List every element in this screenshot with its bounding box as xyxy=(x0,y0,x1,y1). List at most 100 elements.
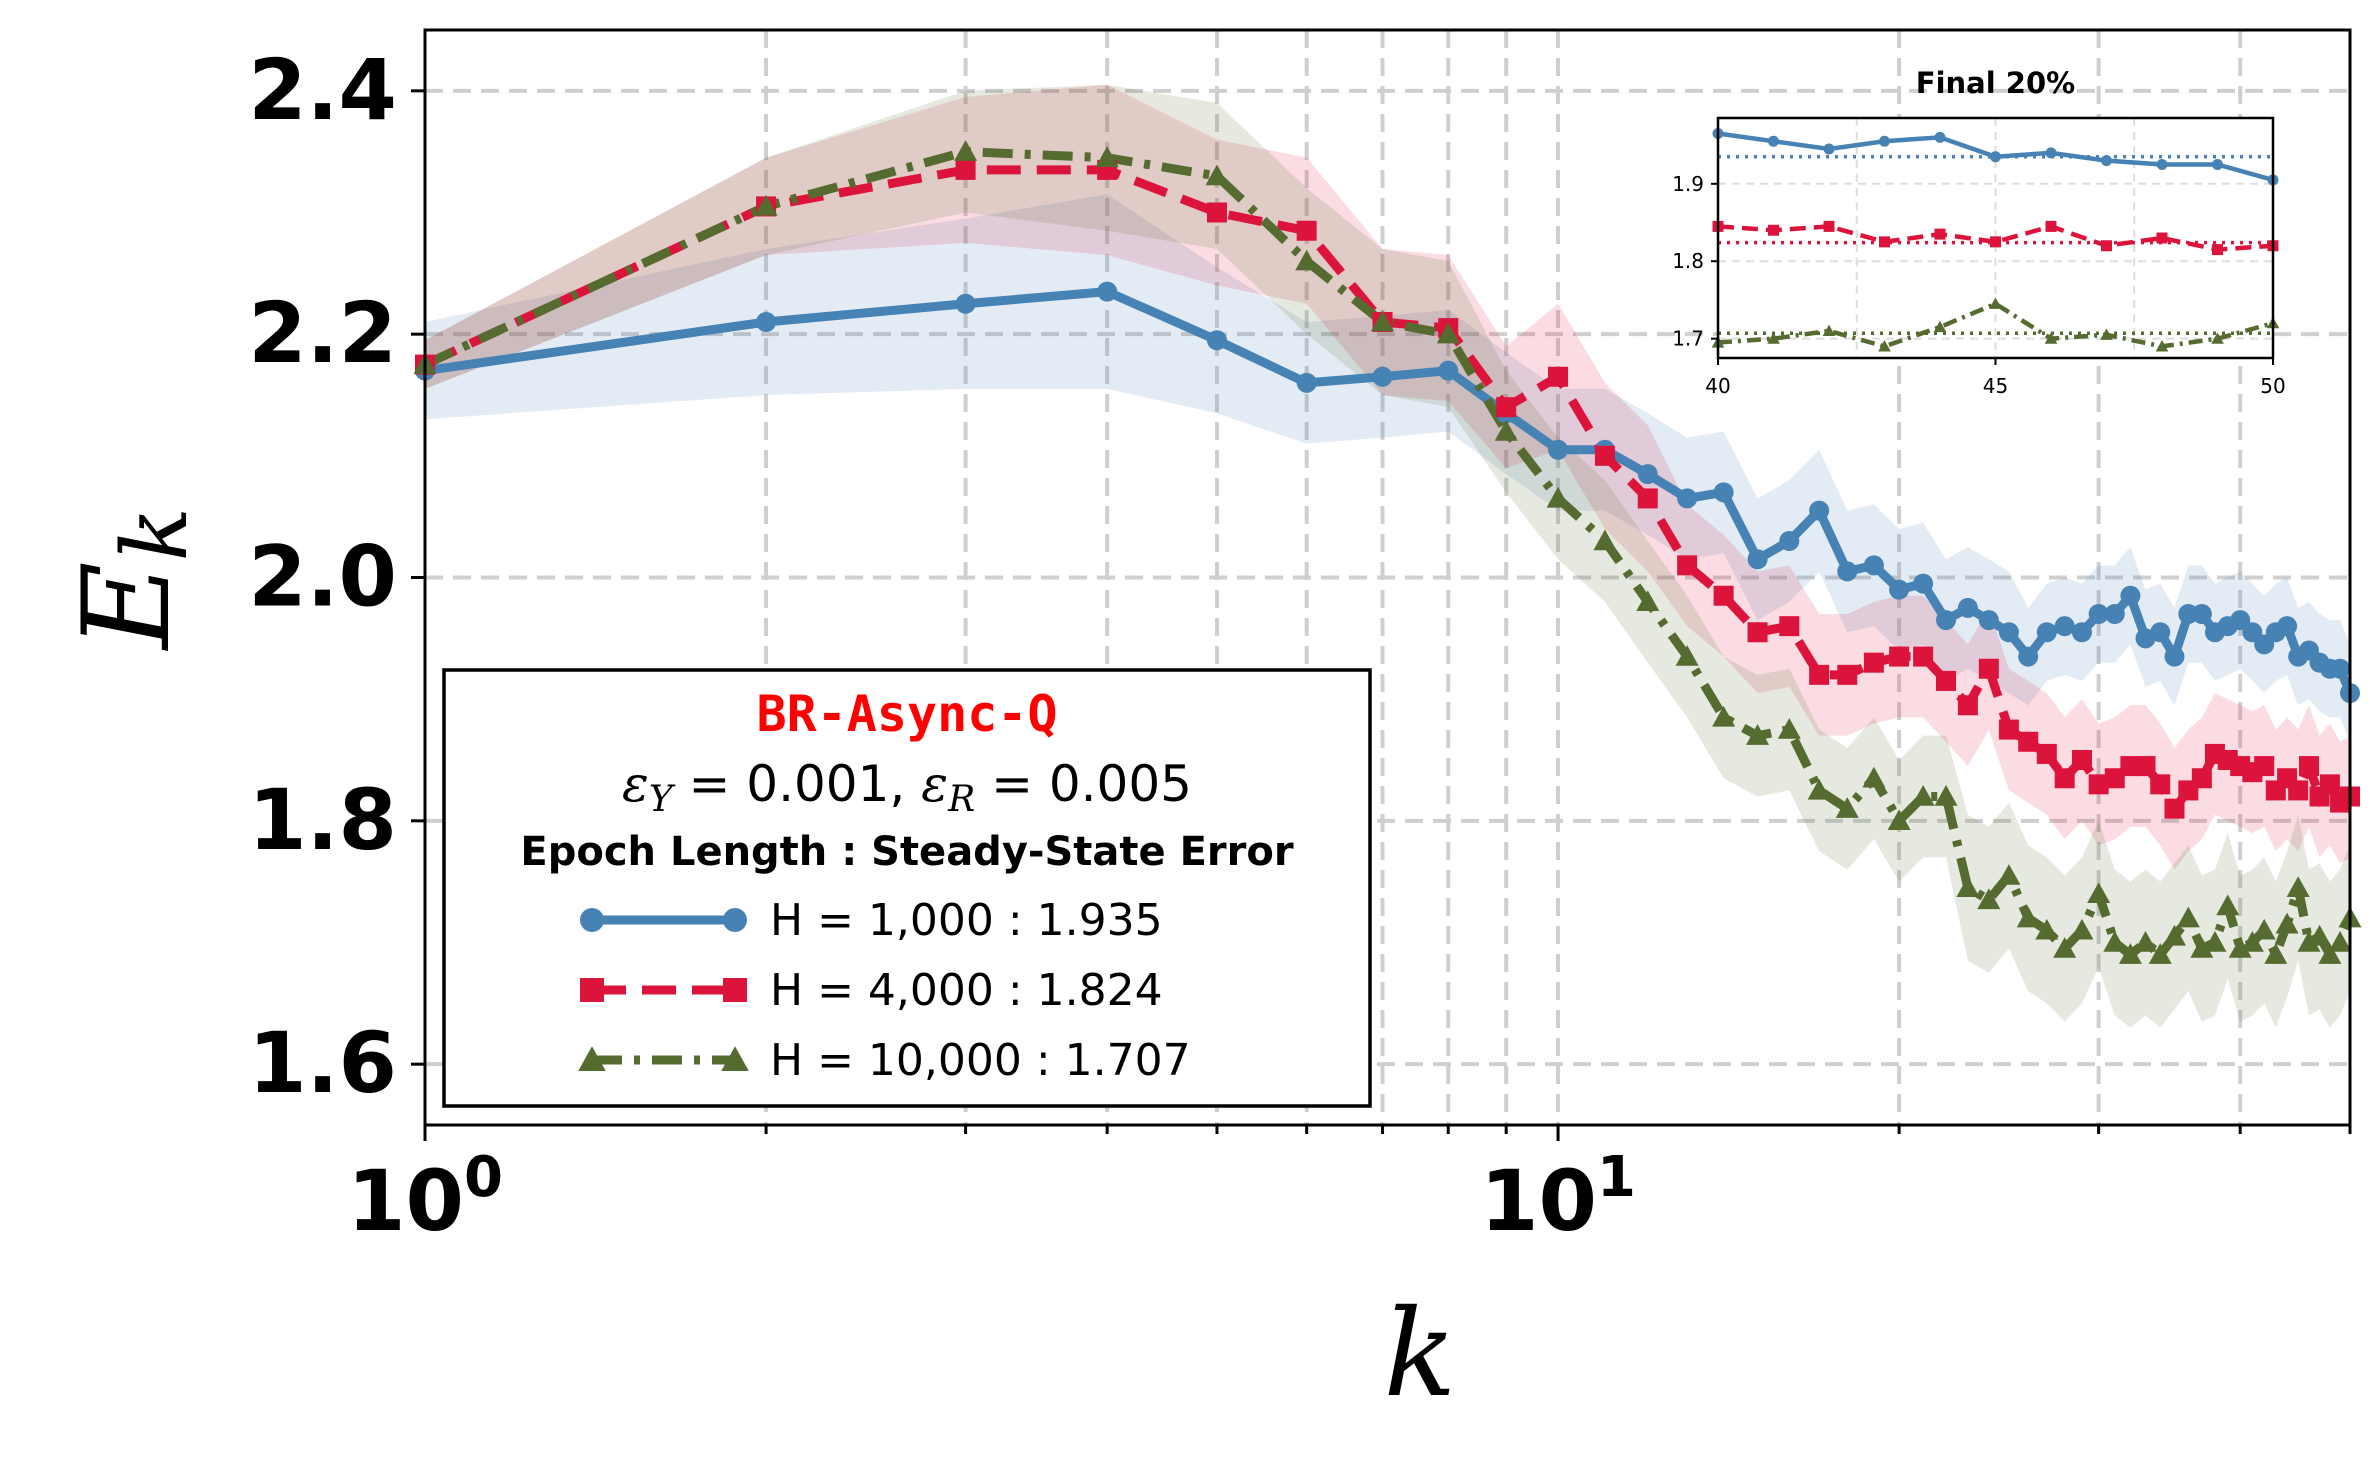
legend-marker-h1000 xyxy=(723,908,747,932)
inset-y-tick-label: 1.9 xyxy=(1672,172,1704,196)
data-point-h10000 xyxy=(2016,906,2040,928)
data-point-h4000 xyxy=(1889,646,1910,667)
data-point-h10000 xyxy=(2240,931,2264,952)
data-point-h4000 xyxy=(1936,670,1957,691)
data-point-h1000 xyxy=(1438,360,1459,381)
data-point-h4000 xyxy=(1809,664,1830,685)
inset-point-h10000 xyxy=(2155,340,2169,352)
data-point-h1000 xyxy=(756,312,777,332)
data-point-h10000 xyxy=(1205,164,1229,186)
legend-title: BR-Async-Q xyxy=(756,685,1057,743)
data-point-h4000 xyxy=(1747,622,1768,643)
data-point-h4000 xyxy=(1978,658,1999,679)
data-point-h4000 xyxy=(1837,664,1858,685)
inset-point-h10000 xyxy=(1878,340,1891,352)
inset-point-h4000 xyxy=(2212,244,2223,256)
inset-title: Final 20% xyxy=(1916,66,2075,100)
data-point-h10000 xyxy=(1546,486,1570,508)
data-point-h4000 xyxy=(1957,695,1978,716)
axis-ticks: 1.6 1.8 2.0 2.2 2.4 100 101 xyxy=(248,41,2352,1250)
data-point-h10000 xyxy=(1593,529,1617,551)
legend-box xyxy=(442,668,1372,1108)
data-point-h10000 xyxy=(2328,931,2352,952)
data-point-h1000 xyxy=(1913,573,1934,594)
inset-point-h1000 xyxy=(1768,135,1779,147)
data-point-h4000 xyxy=(2298,756,2319,777)
y-tick-label: 1.6 xyxy=(248,1014,397,1112)
data-point-h4000 xyxy=(2088,774,2109,795)
data-point-h10000 xyxy=(2176,906,2200,928)
data-point-h4000 xyxy=(1296,220,1317,241)
data-point-h1000 xyxy=(1889,579,1910,600)
data-point-h4000 xyxy=(2150,774,2171,795)
inset-point-h10000 xyxy=(1933,320,1947,333)
inset-line-h10000 xyxy=(1717,301,2274,349)
data-point-h10000 xyxy=(2203,931,2227,952)
inset-y-tick-label: 1.7 xyxy=(1672,327,1704,351)
data-point-h4000 xyxy=(2319,774,2340,795)
data-point-h10000 xyxy=(1977,888,2001,910)
inset-point-h1000 xyxy=(2101,155,2112,167)
legend-marker-h4000 xyxy=(580,978,604,1002)
data-point-h10000 xyxy=(1295,249,1319,271)
data-point-h1000 xyxy=(1677,488,1698,509)
data-point-h10000 xyxy=(1887,809,1911,831)
data-point-h10000 xyxy=(1956,876,1980,897)
inset-point-h1000 xyxy=(1823,143,1835,155)
data-point-h1000 xyxy=(2230,610,2251,631)
confidence-bands xyxy=(425,84,2350,1028)
x-tick-label: 100 xyxy=(347,1145,503,1250)
data-point-h1000 xyxy=(2164,646,2185,667)
data-point-h1000 xyxy=(1863,555,1884,576)
data-point-h10000 xyxy=(1777,718,1801,739)
inset-point-h1000 xyxy=(2156,158,2168,170)
series-markers xyxy=(413,140,2362,964)
data-point-h10000 xyxy=(2118,943,2142,964)
inset-point-h10000 xyxy=(1767,332,1780,344)
data-point-h10000 xyxy=(1436,322,1460,344)
data-point-h1000 xyxy=(1809,500,1830,521)
data-point-h10000 xyxy=(1807,778,1831,800)
inset-point-h1000 xyxy=(2212,158,2223,170)
data-point-h1000 xyxy=(2054,616,2075,637)
data-point-h10000 xyxy=(2035,918,2059,940)
inset-point-h1000 xyxy=(2045,147,2057,159)
inset-point-h1000 xyxy=(1934,131,1946,143)
data-point-h10000 xyxy=(1997,864,2021,885)
inset-point-h1000 xyxy=(1990,151,2001,163)
legend-header: Epoch Length : Steady-State Error xyxy=(520,829,1293,875)
data-point-h10000 xyxy=(2162,924,2186,946)
data-point-h1000 xyxy=(1998,622,2019,643)
data-point-h4000 xyxy=(2018,731,2039,752)
data-point-h4000 xyxy=(2191,768,2212,789)
data-point-h10000 xyxy=(2252,918,2276,940)
data-point-h4000 xyxy=(2036,743,2057,764)
data-point-h10000 xyxy=(2216,894,2240,916)
data-point-h1000 xyxy=(1097,281,1118,302)
data-point-h1000 xyxy=(2104,604,2125,624)
data-point-h10000 xyxy=(2070,918,2094,940)
confidence-band-h4000 xyxy=(425,84,2350,870)
data-point-h10000 xyxy=(2228,937,2252,958)
data-point-h4000 xyxy=(1637,488,1658,509)
data-point-h4000 xyxy=(2254,756,2275,777)
data-point-h1000 xyxy=(1296,372,1317,393)
x-axis-title: k xyxy=(1384,1285,1457,1424)
data-point-h10000 xyxy=(1494,420,1518,441)
data-point-h10000 xyxy=(2264,943,2288,964)
legend-marker-h1000 xyxy=(580,908,604,932)
data-point-h4000 xyxy=(2120,756,2141,777)
inset-point-h10000 xyxy=(1822,324,1836,336)
data-point-h10000 xyxy=(1934,785,1958,806)
data-point-h10000 xyxy=(1911,785,1935,806)
legend-subtitle: εY = 0.001, εR = 0.005 xyxy=(622,755,1192,820)
y-tick-label: 2.4 xyxy=(248,41,397,139)
inset-point-h10000 xyxy=(2100,328,2113,340)
data-point-h1000 xyxy=(2036,622,2057,643)
data-point-h10000 xyxy=(2148,943,2172,964)
data-point-h10000 xyxy=(2134,931,2158,952)
data-point-h4000 xyxy=(1548,366,1569,387)
data-point-h4000 xyxy=(1713,585,1734,606)
inset-chart: 1.7 1.8 1.9 40 45 50 Final 20% xyxy=(1672,66,2286,398)
